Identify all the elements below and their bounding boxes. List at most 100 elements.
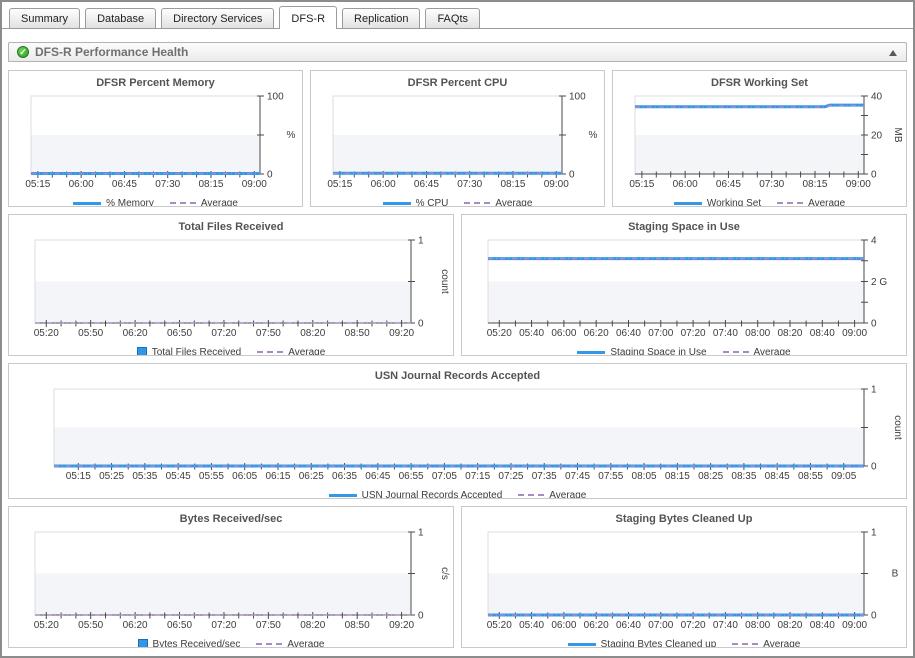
tab-database[interactable]: Database [85, 8, 157, 28]
svg-text:05:45: 05:45 [166, 471, 191, 482]
svg-text:05:35: 05:35 [132, 471, 157, 482]
chart-legend: Bytes Received/sec Average [9, 636, 453, 647]
svg-text:06:00: 06:00 [673, 179, 698, 190]
legend-label: Average [753, 346, 791, 356]
chart-panel-staging-space-in-use[interactable]: Staging Space in Use 0 2 G 4 05:20 05:40 06:00… [461, 214, 907, 356]
chart-title: Staging Bytes Cleaned Up [615, 513, 753, 525]
chart-panel-bytes-received-sec[interactable]: Bytes Received/sec 0 1 c/s 05:20 05:50 06:20 06… [8, 506, 454, 648]
series-swatch-icon [577, 350, 606, 354]
legend-item: % CPU [382, 197, 449, 207]
chart-legend: Total Files Received Average [9, 344, 453, 356]
svg-text:09:00: 09:00 [842, 620, 867, 631]
svg-text:08:20: 08:20 [300, 620, 325, 631]
tab-replication[interactable]: Replication [342, 8, 421, 28]
svg-text:09:20: 09:20 [389, 620, 414, 631]
tab-directory-services[interactable]: Directory Services [161, 8, 275, 28]
svg-text:06:00: 06:00 [551, 620, 576, 631]
svg-text:07:30: 07:30 [155, 179, 180, 190]
svg-text:07:20: 07:20 [211, 328, 236, 339]
chart-panel-dfsr-percent-cpu[interactable]: DFSR Percent CPU 0 100% 05:15 06:00 06:45 07:3… [310, 70, 605, 207]
svg-text:20: 20 [871, 131, 883, 142]
svg-text:0: 0 [267, 170, 273, 181]
svg-text:07:35: 07:35 [532, 471, 557, 482]
series-swatch-icon [567, 642, 596, 646]
legend-item: Average [464, 197, 533, 207]
svg-text:05:25: 05:25 [99, 471, 124, 482]
average-dash-swatch-icon [722, 351, 749, 353]
svg-text:06:45: 06:45 [414, 179, 439, 190]
chart-canvas: 0 100% 05:15 06:00 06:45 07:30 08:15 09:00 [25, 92, 295, 191]
svg-text:05:50: 05:50 [78, 620, 103, 631]
chart-panel-usn-journal-records-accepted[interactable]: USN Journal Records Accepted 0 1 count 05:15… [8, 363, 907, 499]
svg-text:06:20: 06:20 [123, 620, 148, 631]
chart-legend: Staging Bytes Cleaned up Average [462, 636, 906, 647]
svg-text:0: 0 [871, 462, 877, 473]
average-dash-swatch-icon [777, 202, 804, 204]
legend-item: USN Journal Records Accepted [328, 490, 502, 498]
svg-text:08:25: 08:25 [698, 471, 723, 482]
average-dash-swatch-icon [464, 202, 491, 204]
legend-label: Average [200, 197, 238, 207]
svg-text:1: 1 [871, 528, 877, 539]
svg-text:count: count [892, 415, 903, 440]
svg-text:0: 0 [871, 170, 877, 181]
chart-panel-staging-bytes-cleaned-up[interactable]: Staging Bytes Cleaned Up 0 1 B 05:20 05:40 06:… [461, 506, 907, 648]
svg-text:05:40: 05:40 [519, 620, 544, 631]
legend-item: Staging Bytes Cleaned up [567, 639, 716, 647]
legend-label: Average [808, 197, 846, 207]
svg-text:06:50: 06:50 [167, 620, 192, 631]
series-swatch-icon [136, 347, 147, 355]
svg-text:09:00: 09:00 [846, 179, 871, 190]
legend-item: Staging Space in Use [577, 347, 707, 355]
legend-item: Average [256, 639, 324, 647]
tab-faqts[interactable]: FAQts [425, 8, 480, 28]
legend-label: Average [288, 346, 326, 356]
tab-dfs-r[interactable]: DFS-R [279, 6, 338, 29]
svg-text:09:00: 09:00 [242, 179, 267, 190]
collapse-up-arrow-icon[interactable] [889, 50, 897, 56]
svg-text:05:15: 05:15 [327, 179, 352, 190]
chart-panel-dfsr-working-set[interactable]: DFSR Working Set 0 20 40 MB 05:15 06:00 06:45 07… [612, 70, 907, 207]
svg-text:06:20: 06:20 [123, 328, 148, 339]
svg-text:06:00: 06:00 [371, 179, 396, 190]
chart-legend: % Memory Average [9, 195, 302, 207]
svg-text:07:15: 07:15 [465, 471, 490, 482]
tab-summary[interactable]: Summary [9, 8, 81, 28]
svg-text:100: 100 [267, 92, 284, 103]
legend-item: Average [257, 346, 326, 356]
svg-text:05:20: 05:20 [34, 620, 59, 631]
series-swatch-icon [382, 201, 411, 205]
chart-canvas: 0 1 count 05:20 05:50 06:20 06:50 07:20 07:50 08:… [34, 236, 450, 340]
svg-text:07:30: 07:30 [457, 179, 482, 190]
section-header: DFS-R Performance Health [8, 42, 907, 62]
svg-text:B: B [892, 569, 899, 580]
svg-text:08:20: 08:20 [777, 328, 802, 339]
svg-text:05:15: 05:15 [25, 179, 50, 190]
legend-label: Total Files Received [151, 346, 242, 356]
svg-text:06:40: 06:40 [616, 620, 641, 631]
svg-text:08:45: 08:45 [765, 471, 790, 482]
tab-bar: Summary Database Directory Services DFS-… [2, 2, 913, 29]
legend-item: Average [777, 197, 846, 207]
legend-label: % CPU [415, 197, 449, 207]
legend-item: Average [732, 639, 800, 647]
chart-legend: Working Set Average [613, 195, 906, 207]
chart-panel-total-files-received[interactable]: Total Files Received 0 1 count 05:20 05:50 06:… [8, 214, 454, 356]
legend-label: Working Set [706, 197, 762, 207]
legend-label: Average [495, 197, 533, 207]
chart-title: Bytes Received/sec [179, 513, 283, 525]
legend-label: Average [549, 489, 587, 499]
average-dash-swatch-icon [257, 351, 284, 353]
tab-content: DFS-R Performance Health DFSR Percent Me… [2, 29, 913, 654]
svg-text:08:00: 08:00 [745, 328, 770, 339]
svg-text:08:55: 08:55 [798, 471, 823, 482]
svg-text:1: 1 [871, 385, 877, 396]
svg-text:07:00: 07:00 [648, 328, 673, 339]
chart-canvas: 0 1 B 05:20 05:40 06:00 06:20 06:40 07:00 07:20 07… [487, 528, 899, 632]
chart-panel-dfsr-percent-memory[interactable]: DFSR Percent Memory 0 100% 05:15 06:00 06:45 0… [8, 70, 303, 207]
svg-text:07:20: 07:20 [211, 620, 236, 631]
svg-text:07:45: 07:45 [565, 471, 590, 482]
svg-text:07:25: 07:25 [498, 471, 523, 482]
svg-text:05:55: 05:55 [199, 471, 224, 482]
